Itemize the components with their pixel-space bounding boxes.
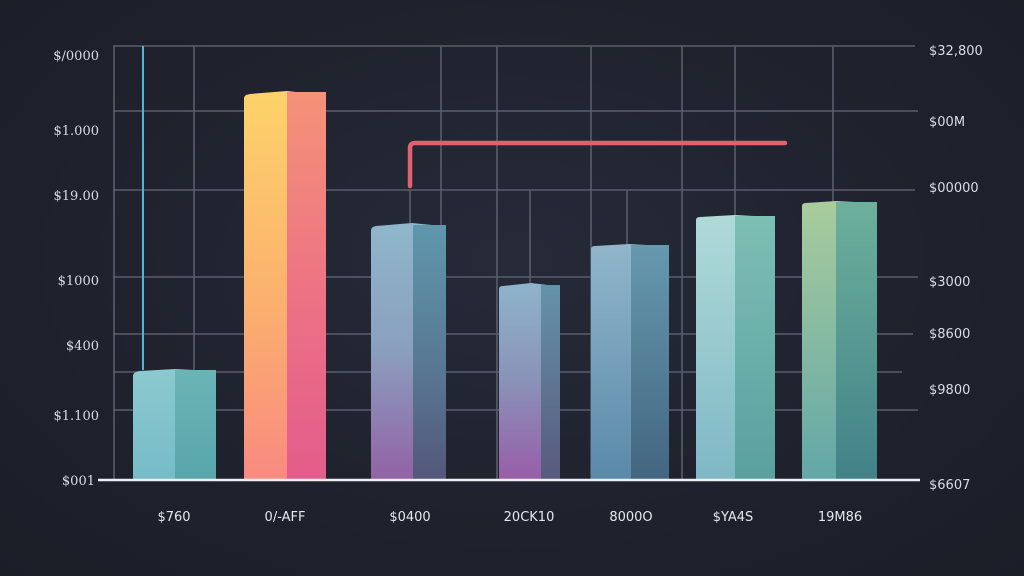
x-axis-labels: $760 0/-AFF $0400 20CK10 8000O $YA4S 19M… (157, 510, 862, 525)
left-axis: $/0000 $1.000 $19.00 $1000 $400 $1.100 $… (53, 49, 99, 489)
bar-3[interactable] (371, 223, 446, 479)
right-tick-2: $00000 (929, 181, 979, 196)
right-tick-0: $32,800 (929, 44, 983, 59)
x-label-4: 8000O (609, 510, 652, 525)
left-tick-1: $1.000 (54, 124, 100, 139)
right-tick-1: $00M (929, 115, 965, 130)
left-tick-4: $400 (66, 339, 99, 354)
x-label-1: 0/-AFF (265, 510, 306, 525)
bar-2[interactable] (244, 91, 326, 479)
right-tick-4: $8600 (929, 327, 970, 342)
x-label-2: $0400 (389, 510, 430, 525)
x-label-5: $YA4S (713, 510, 754, 525)
bracket-annotation (407, 140, 788, 189)
bar-5[interactable] (591, 244, 669, 479)
right-tick-5: $9800 (929, 383, 970, 398)
right-axis: $32,800 $00M $00000 $3000 $8600 $9800 $6… (929, 44, 983, 493)
bar-7[interactable] (802, 201, 877, 479)
left-tick-0: $/0000 (53, 49, 99, 64)
left-tick-3: $1000 (58, 274, 99, 289)
x-label-0: $760 (157, 510, 190, 525)
right-tick-6: $6607 (929, 478, 970, 493)
x-label-6: 19M86 (818, 510, 862, 525)
bar-6[interactable] (696, 215, 775, 479)
right-tick-3: $3000 (929, 275, 970, 290)
left-tick-6: $001 (62, 474, 95, 489)
left-tick-2: $19.00 (54, 189, 100, 204)
bar-4[interactable] (499, 283, 560, 479)
x-label-3: 20CK10 (504, 510, 555, 525)
left-tick-5: $1.100 (54, 409, 100, 424)
bar-1[interactable] (133, 369, 216, 479)
bars (133, 91, 877, 479)
